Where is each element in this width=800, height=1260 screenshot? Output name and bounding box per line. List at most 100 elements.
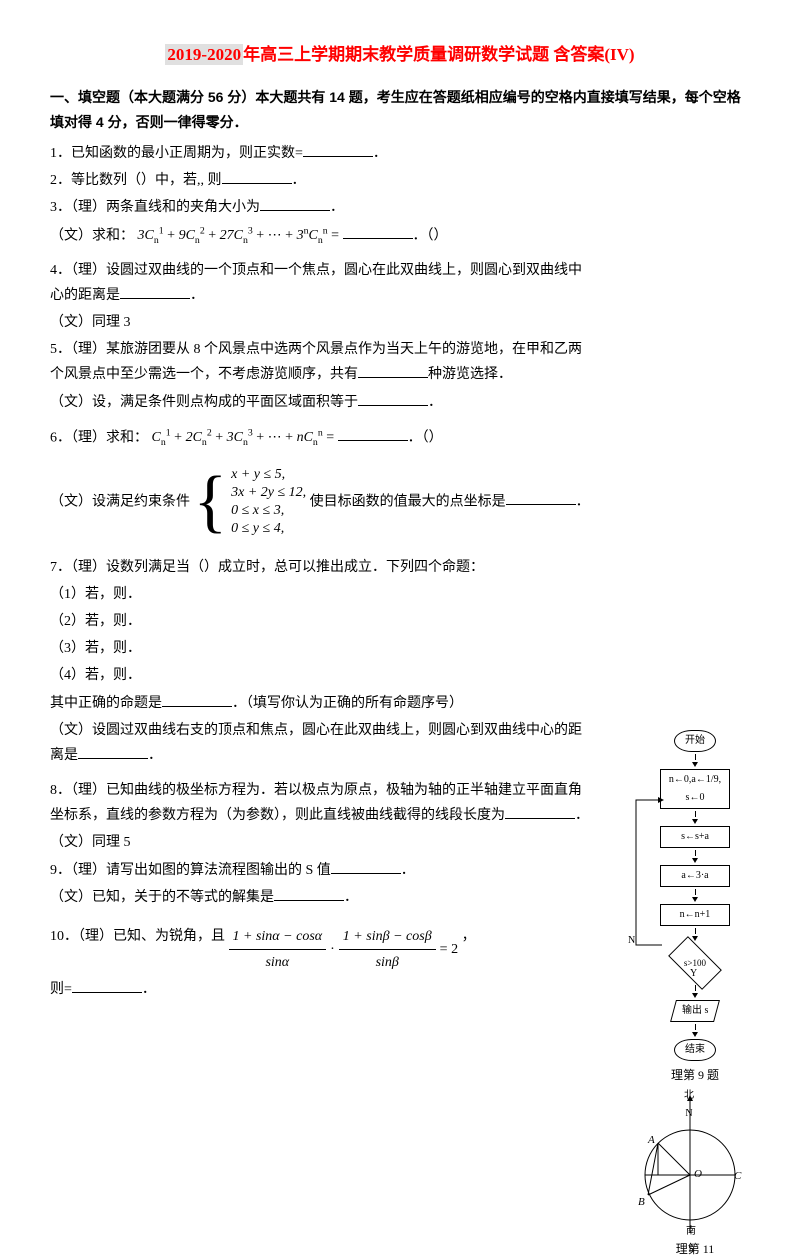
q3-wen: （文）求和： 3Cn1 + 9Cn2 + 27Cn3 + ⋯ + 3nCnn =… <box>50 223 590 250</box>
blank <box>303 142 373 157</box>
q8-li: 8．（理）已知曲线的极坐标方程为．若以极点为原点，极轴为轴的正半轴建立平面直角坐… <box>50 778 590 828</box>
q6-wen: （文）设满足约束条件 { x + y ≤ 5, 3x + 2y ≤ 12, 0 … <box>50 460 590 545</box>
q6-brace-lines: x + y ≤ 5, 3x + 2y ≤ 12, 0 ≤ x ≤ 3, 0 ≤ … <box>231 466 306 539</box>
q6-li-formula: Cn1 + 2Cn2 + 3Cn3 + ⋯ + nCnn = <box>152 430 335 445</box>
right-figures: 开始 n←0,a←1/9, s←0 s←s+a a←3·a n←n+1 s>10… <box>630 730 760 1260</box>
q1: 1．已知函数的最小正周期为，则正实数= ． <box>50 141 590 166</box>
q5-li-tail: 种游览选择． <box>428 367 512 382</box>
blank <box>505 804 575 819</box>
blank <box>274 886 344 901</box>
q2: 2．等比数列（）中，若,, 则 ． <box>50 168 590 193</box>
title-rest: 年高三上学期期末教学质量调研数学试题 含答案(IV) <box>243 45 634 64</box>
blank <box>338 426 408 441</box>
q3-wen-tail: ．（） <box>413 228 448 243</box>
q1-text: 1．已知函数的最小正周期为，则正实数= <box>50 146 303 161</box>
q8-wen: （文）同理 5 <box>50 830 590 855</box>
q10-tail: ． <box>142 982 156 997</box>
q7-item-4: （4）若，则． <box>50 663 590 688</box>
q7-li-head: 7．（理）设数列满足当（）成立时，总可以推出成立．下列四个命题： <box>50 555 590 580</box>
brace-line: 3x + 2y ≤ 12, <box>231 484 306 502</box>
blank <box>120 284 190 299</box>
q9-wen-tail: ． <box>344 890 358 905</box>
q7-item-2: （2）若，则． <box>50 609 590 634</box>
q9-li-text: 9．（理）请写出如图的算法流程图输出的 S 值 <box>50 863 331 878</box>
q5-wen-tail: ． <box>428 395 442 410</box>
q7-wen-tail: ． <box>148 748 162 763</box>
q10-pre: 10．（理）已知、为锐角，且 <box>50 929 225 944</box>
fc-update-a: a←3·a <box>660 865 730 887</box>
q6-brace: { x + y ≤ 5, 3x + 2y ≤ 12, 0 ≤ x ≤ 3, 0 … <box>194 466 307 539</box>
fc-output-text: 输出 s <box>682 1002 708 1020</box>
blank <box>222 169 292 184</box>
q5-wen: （文）设，满足条件则点构成的平面区域面积等于 ． <box>50 390 590 415</box>
q3-tail: ． <box>330 200 344 215</box>
q5-li: 5．（理）某旅游团要从 8 个风景点中选两个风景点作为当天上午的游览地，在甲和乙… <box>50 337 590 387</box>
brace-line: 0 ≤ x ≤ 3, <box>231 502 306 520</box>
q3-wen-formula: 3Cn1 + 9Cn2 + 27Cn3 + ⋯ + 3nCnn = <box>138 228 340 243</box>
blank <box>343 224 413 239</box>
blank <box>260 196 330 211</box>
q7-li-mid: 其中正确的命题是 ．（填写你认为正确的所有命题序号） <box>50 691 590 716</box>
q2-text: 2．等比数列（）中，若,, 则 <box>50 173 222 188</box>
blank <box>331 859 401 874</box>
q10-then-text: 则= <box>50 982 72 997</box>
fc-label-yes: Y <box>690 965 697 983</box>
q8-tail: ． <box>575 808 589 823</box>
q10-eq: = 2 <box>440 937 458 962</box>
circle-figure-q11: 北 N 南 S O A B C <box>630 1095 750 1235</box>
q6-wen-tail: ． <box>576 494 590 509</box>
fc-update-n: n←n+1 <box>660 904 730 926</box>
q10: 10．（理）已知、为锐角，且 1 + sinα − cosαsinα · 1 +… <box>50 924 590 975</box>
q6-wen-post: 使目标函数的值最大的点坐标是 <box>310 494 506 509</box>
label-C: C <box>734 1167 741 1187</box>
q7-li-tail: ．（填写你认为正确的所有命题序号） <box>232 696 463 711</box>
frac-1: 1 + sinα − cosαsinα <box>229 924 327 975</box>
blank <box>506 490 576 505</box>
q7-li-mid-text: 其中正确的命题是 <box>50 696 162 711</box>
label-O: O <box>694 1165 702 1185</box>
q10-then: 则= ． <box>50 977 590 1002</box>
left-brace-icon: { <box>194 467 228 537</box>
blank <box>358 391 428 406</box>
q9-tail: ． <box>401 863 415 878</box>
fc-init: n←0,a←1/9, s←0 <box>660 769 730 809</box>
q3-li: 3．（理）两条直线和的夹角大小为 ． <box>50 195 590 220</box>
q2-tail: ． <box>292 173 306 188</box>
q10-post: ， <box>462 929 476 944</box>
q3-li-text: 3．（理）两条直线和的夹角大小为 <box>50 200 260 215</box>
q6-li-tail: ．（） <box>408 430 443 445</box>
title-year-highlight: 2019-2020 <box>165 44 243 65</box>
q6-wen-pre: （文）设满足约束条件 <box>50 494 190 509</box>
q4-li: 4．（理）设圆过双曲线的一个顶点和一个焦点，圆心在此双曲线上，则圆心到双曲线中心… <box>50 258 590 308</box>
q1-tail: ． <box>373 146 387 161</box>
q6-li: 6．（理）求和： Cn1 + 2Cn2 + 3Cn3 + ⋯ + nCnn = … <box>50 425 590 452</box>
flowchart-caption: 理第 9 题 <box>630 1065 760 1087</box>
blank <box>72 978 142 993</box>
brace-line: 0 ≤ y ≤ 4, <box>231 520 306 538</box>
label-north: 北 N <box>684 1087 694 1123</box>
q4-tail: ． <box>190 288 204 303</box>
q7-wen: （文）设圆过双曲线右支的顶点和焦点，圆心在此双曲线上，则圆心到双曲线中心的距离是… <box>50 718 590 768</box>
q5-wen-text: （文）设，满足条件则点构成的平面区域面积等于 <box>50 395 358 410</box>
q7-item-1: （1）若，则． <box>50 582 590 607</box>
label-B: B <box>638 1193 645 1213</box>
section-1-heading: 一、填空题（本大题满分 56 分）本大题共有 14 题，考生应在答题纸相应编号的… <box>50 85 750 135</box>
q9-wen-text: （文）已知，关于的不等式的解集是 <box>50 890 274 905</box>
doc-title: 2019-2020年高三上学期期末教学质量调研数学试题 含答案(IV) <box>50 40 750 71</box>
q6-li-pre: 6．（理）求和： <box>50 430 148 445</box>
q4-wen: （文）同理 3 <box>50 310 590 335</box>
fc-sum: s←s+a <box>660 826 730 848</box>
q3-wen-pre: （文）求和： <box>50 228 134 243</box>
fc-start: 开始 <box>674 730 716 752</box>
q10-formula: 1 + sinα − cosαsinα · 1 + sinβ − cosβsin… <box>229 924 459 975</box>
flowchart-q9: 开始 n←0,a←1/9, s←0 s←s+a a←3·a n←n+1 s>10… <box>630 730 760 1061</box>
blank <box>162 692 232 707</box>
fc-end: 结束 <box>674 1039 716 1061</box>
brace-line: x + y ≤ 5, <box>231 466 306 484</box>
fc-output: 输出 s <box>670 1000 720 1022</box>
label-A: A <box>648 1131 655 1151</box>
blank <box>78 744 148 759</box>
q8-li-text: 8．（理）已知曲线的极坐标方程为．若以极点为原点，极轴为轴的正半轴建立平面直角坐… <box>50 783 582 823</box>
q9-wen: （文）已知，关于的不等式的解集是 ． <box>50 885 590 910</box>
label-south: 南 S <box>686 1223 696 1259</box>
